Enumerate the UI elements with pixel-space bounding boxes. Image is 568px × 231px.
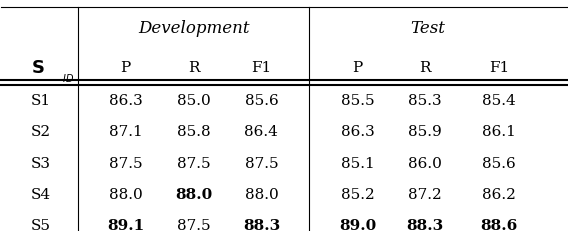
Text: F1: F1 bbox=[488, 61, 509, 75]
Text: 85.3: 85.3 bbox=[408, 94, 442, 108]
Text: 87.5: 87.5 bbox=[177, 218, 210, 231]
Text: 87.5: 87.5 bbox=[177, 156, 210, 170]
Text: S2: S2 bbox=[31, 125, 51, 139]
Text: 89.1: 89.1 bbox=[107, 218, 144, 231]
Text: P: P bbox=[352, 61, 362, 75]
Text: 85.8: 85.8 bbox=[177, 125, 210, 139]
Text: 88.3: 88.3 bbox=[243, 218, 280, 231]
Text: 85.9: 85.9 bbox=[408, 125, 442, 139]
Text: 86.3: 86.3 bbox=[341, 125, 374, 139]
Text: 85.6: 85.6 bbox=[244, 94, 278, 108]
Text: P: P bbox=[120, 61, 131, 75]
Text: 86.3: 86.3 bbox=[109, 94, 143, 108]
Text: 88.6: 88.6 bbox=[480, 218, 517, 231]
Text: 85.6: 85.6 bbox=[482, 156, 516, 170]
Text: 85.4: 85.4 bbox=[482, 94, 516, 108]
Text: $\mathbf{S}$: $\mathbf{S}$ bbox=[31, 59, 45, 77]
Text: 87.5: 87.5 bbox=[109, 156, 143, 170]
Text: R: R bbox=[420, 61, 431, 75]
Text: 85.0: 85.0 bbox=[177, 94, 210, 108]
Text: S1: S1 bbox=[31, 94, 51, 108]
Text: S3: S3 bbox=[31, 156, 51, 170]
Text: S5: S5 bbox=[31, 218, 51, 231]
Text: 89.0: 89.0 bbox=[339, 218, 376, 231]
Text: Development: Development bbox=[138, 20, 249, 37]
Text: R: R bbox=[188, 61, 199, 75]
Text: Test: Test bbox=[411, 20, 445, 37]
Text: S4: S4 bbox=[31, 187, 51, 201]
Text: 87.1: 87.1 bbox=[109, 125, 143, 139]
Text: 86.4: 86.4 bbox=[244, 125, 278, 139]
Text: 86.0: 86.0 bbox=[408, 156, 442, 170]
Text: 87.2: 87.2 bbox=[408, 187, 442, 201]
Text: 88.0: 88.0 bbox=[244, 187, 278, 201]
Text: 88.3: 88.3 bbox=[407, 218, 444, 231]
Text: 88.0: 88.0 bbox=[109, 187, 143, 201]
Text: 86.1: 86.1 bbox=[482, 125, 516, 139]
Text: 87.5: 87.5 bbox=[245, 156, 278, 170]
Text: 85.5: 85.5 bbox=[341, 94, 374, 108]
Text: 88.0: 88.0 bbox=[175, 187, 212, 201]
Text: 85.1: 85.1 bbox=[341, 156, 374, 170]
Text: $_{ID}$: $_{ID}$ bbox=[62, 71, 74, 85]
Text: F1: F1 bbox=[251, 61, 272, 75]
Text: 86.2: 86.2 bbox=[482, 187, 516, 201]
Text: 85.2: 85.2 bbox=[341, 187, 374, 201]
